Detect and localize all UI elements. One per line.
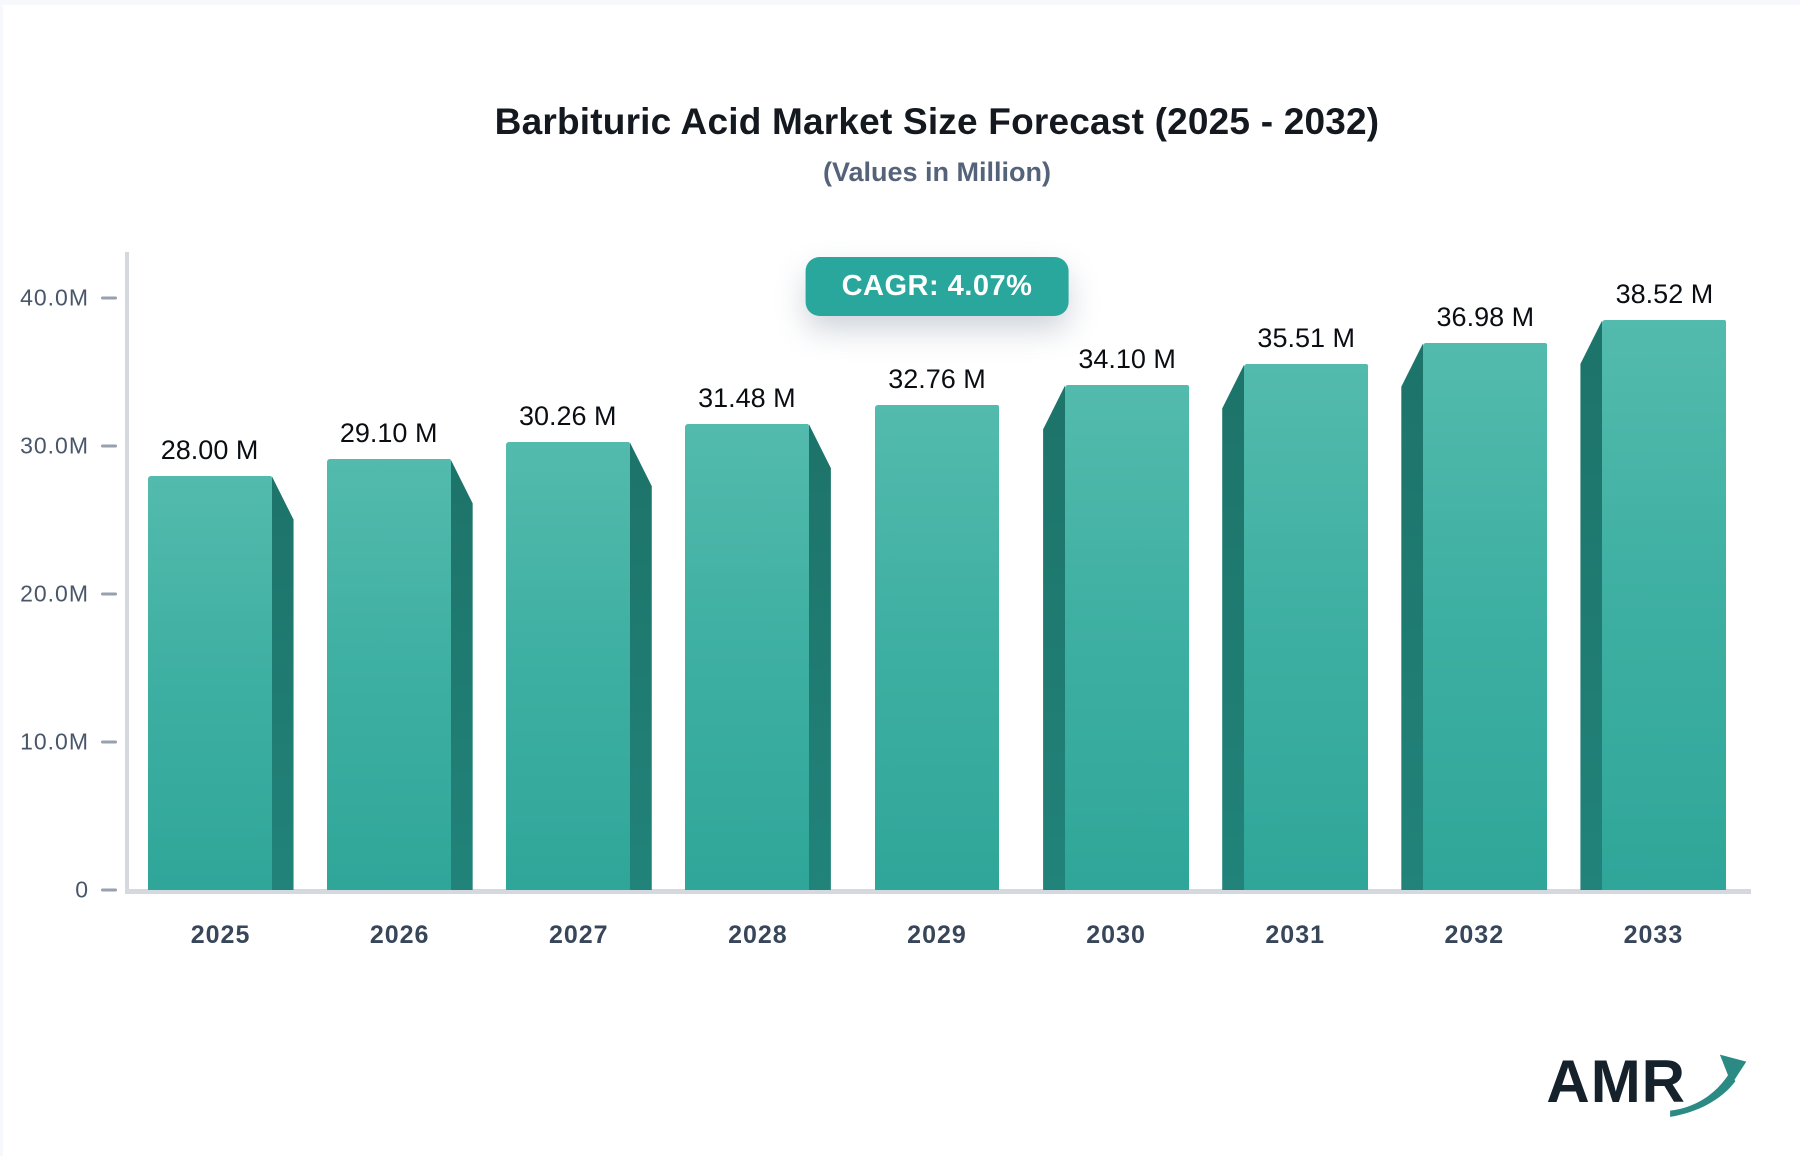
bar-value-label: 29.10 M [339, 418, 438, 449]
y-tick: 10.0M [20, 729, 117, 756]
y-tick-label: 10.0M [20, 728, 89, 755]
bar-value-label: 28.00 M [160, 434, 259, 465]
x-axis-label: 2026 [369, 921, 430, 949]
bar-face[interactable] [326, 459, 451, 890]
x-axis-label: 2030 [1086, 921, 1146, 949]
y-axis-line [125, 252, 129, 892]
chart-card: Barbituric Acid Market Size Forecast (20… [3, 5, 1800, 1156]
bar-3d-side [1043, 385, 1066, 890]
bar-value-label: 34.10 M [1078, 344, 1176, 375]
amr-logo: AMR [1546, 1044, 1748, 1120]
y-tick-label: 20.0M [20, 580, 89, 607]
bar-3d-side [1401, 342, 1424, 890]
bar-3d-side [450, 459, 473, 890]
page-subtitle: (Values in Million) [822, 157, 1052, 187]
y-tick-mark [101, 888, 117, 892]
y-tick: 20.0M [20, 581, 117, 608]
bar-2032[interactable]: 36.98 M [1401, 302, 1548, 890]
y-tick-mark [101, 296, 117, 300]
bar-slot: 36.98 M 2032 [1385, 298, 1564, 949]
bar-face[interactable] [874, 405, 999, 890]
y-tick-mark [101, 740, 117, 744]
y-tick: 0 [75, 877, 117, 904]
bar-face[interactable] [505, 442, 630, 890]
bar-2029[interactable]: 32.76 M [864, 364, 1010, 890]
x-axis-label: 2032 [1444, 921, 1505, 949]
bar-2027[interactable]: 30.26 M [505, 401, 652, 890]
bar-value-label: 35.51 M [1257, 323, 1355, 354]
bar-face[interactable] [684, 424, 809, 890]
bar-value-label: 30.26 M [518, 401, 617, 432]
bar-face[interactable] [1065, 385, 1190, 890]
bar-face[interactable] [1602, 319, 1727, 890]
bar-3d-side [1580, 319, 1603, 890]
bar-value-label: 31.48 M [698, 383, 796, 414]
bar-slot: 29.10 M 2026 [310, 298, 489, 949]
bar-2028[interactable]: 31.48 M [684, 383, 831, 890]
bar-value-label: 36.98 M [1436, 301, 1535, 332]
y-tick-mark [101, 444, 117, 448]
x-axis-label: 2025 [190, 921, 251, 949]
bar-slot: 35.51 M 2031 [1206, 298, 1385, 949]
bar-value-label: 32.76 M [888, 364, 986, 395]
bar-3d-side [1222, 364, 1245, 890]
y-tick: 40.0M [20, 285, 117, 312]
bar-3d-side [808, 424, 831, 890]
x-axis-label: 2028 [728, 921, 788, 949]
y-tick-label: 0 [75, 876, 89, 903]
bar-2031[interactable]: 35.51 M [1222, 323, 1369, 890]
bar-2033[interactable]: 38.52 M [1580, 279, 1727, 890]
y-tick-label: 40.0M [20, 284, 89, 311]
bar-slot: 38.52 M 2033 [1564, 279, 1743, 949]
x-axis-label: 2031 [1265, 921, 1326, 949]
y-tick-mark [101, 592, 117, 596]
bars-container: 28.00 M 2025 29.10 M 2026 30.26 M 2027 31.48 M… [131, 279, 1743, 949]
bar-2025[interactable]: 28.00 M [147, 435, 294, 890]
amr-logo-text: AMR [1546, 1048, 1686, 1115]
bar-face[interactable] [1244, 364, 1369, 890]
bar-slot: 32.76 M 2029 [847, 298, 1026, 949]
y-tick-label: 30.0M [20, 432, 89, 459]
bar-3d-side [629, 442, 652, 890]
bar-2026[interactable]: 29.10 M [326, 418, 473, 890]
bar-value-label: 38.52 M [1615, 278, 1714, 309]
bar-slot: 34.10 M 2030 [1027, 298, 1206, 949]
page-title: Barbituric Acid Market Size Forecast (20… [494, 101, 1380, 142]
y-tick: 30.0M [20, 433, 117, 460]
bar-slot: 31.48 M 2028 [668, 298, 847, 949]
plot-area: 40.0M 30.0M 20.0M 10.0M 0 28.00 M 2025 29.10 M… [20, 252, 1751, 949]
bar-face[interactable] [147, 475, 272, 890]
trend-up-arrow-icon [1670, 1054, 1747, 1117]
bar-face[interactable] [1423, 342, 1548, 890]
x-axis-label: 2033 [1623, 921, 1684, 949]
x-axis-label: 2029 [907, 921, 967, 949]
cagr-badge: CAGR: 4.07% [805, 257, 1069, 316]
bar-slot: 30.26 M 2027 [489, 298, 668, 949]
bar-slot: 28.00 M 2025 [131, 298, 310, 949]
bar-3d-side [271, 475, 294, 890]
x-axis-line [125, 889, 1751, 894]
x-axis-label: 2027 [548, 921, 609, 949]
bar-2030[interactable]: 34.10 M [1043, 344, 1190, 890]
